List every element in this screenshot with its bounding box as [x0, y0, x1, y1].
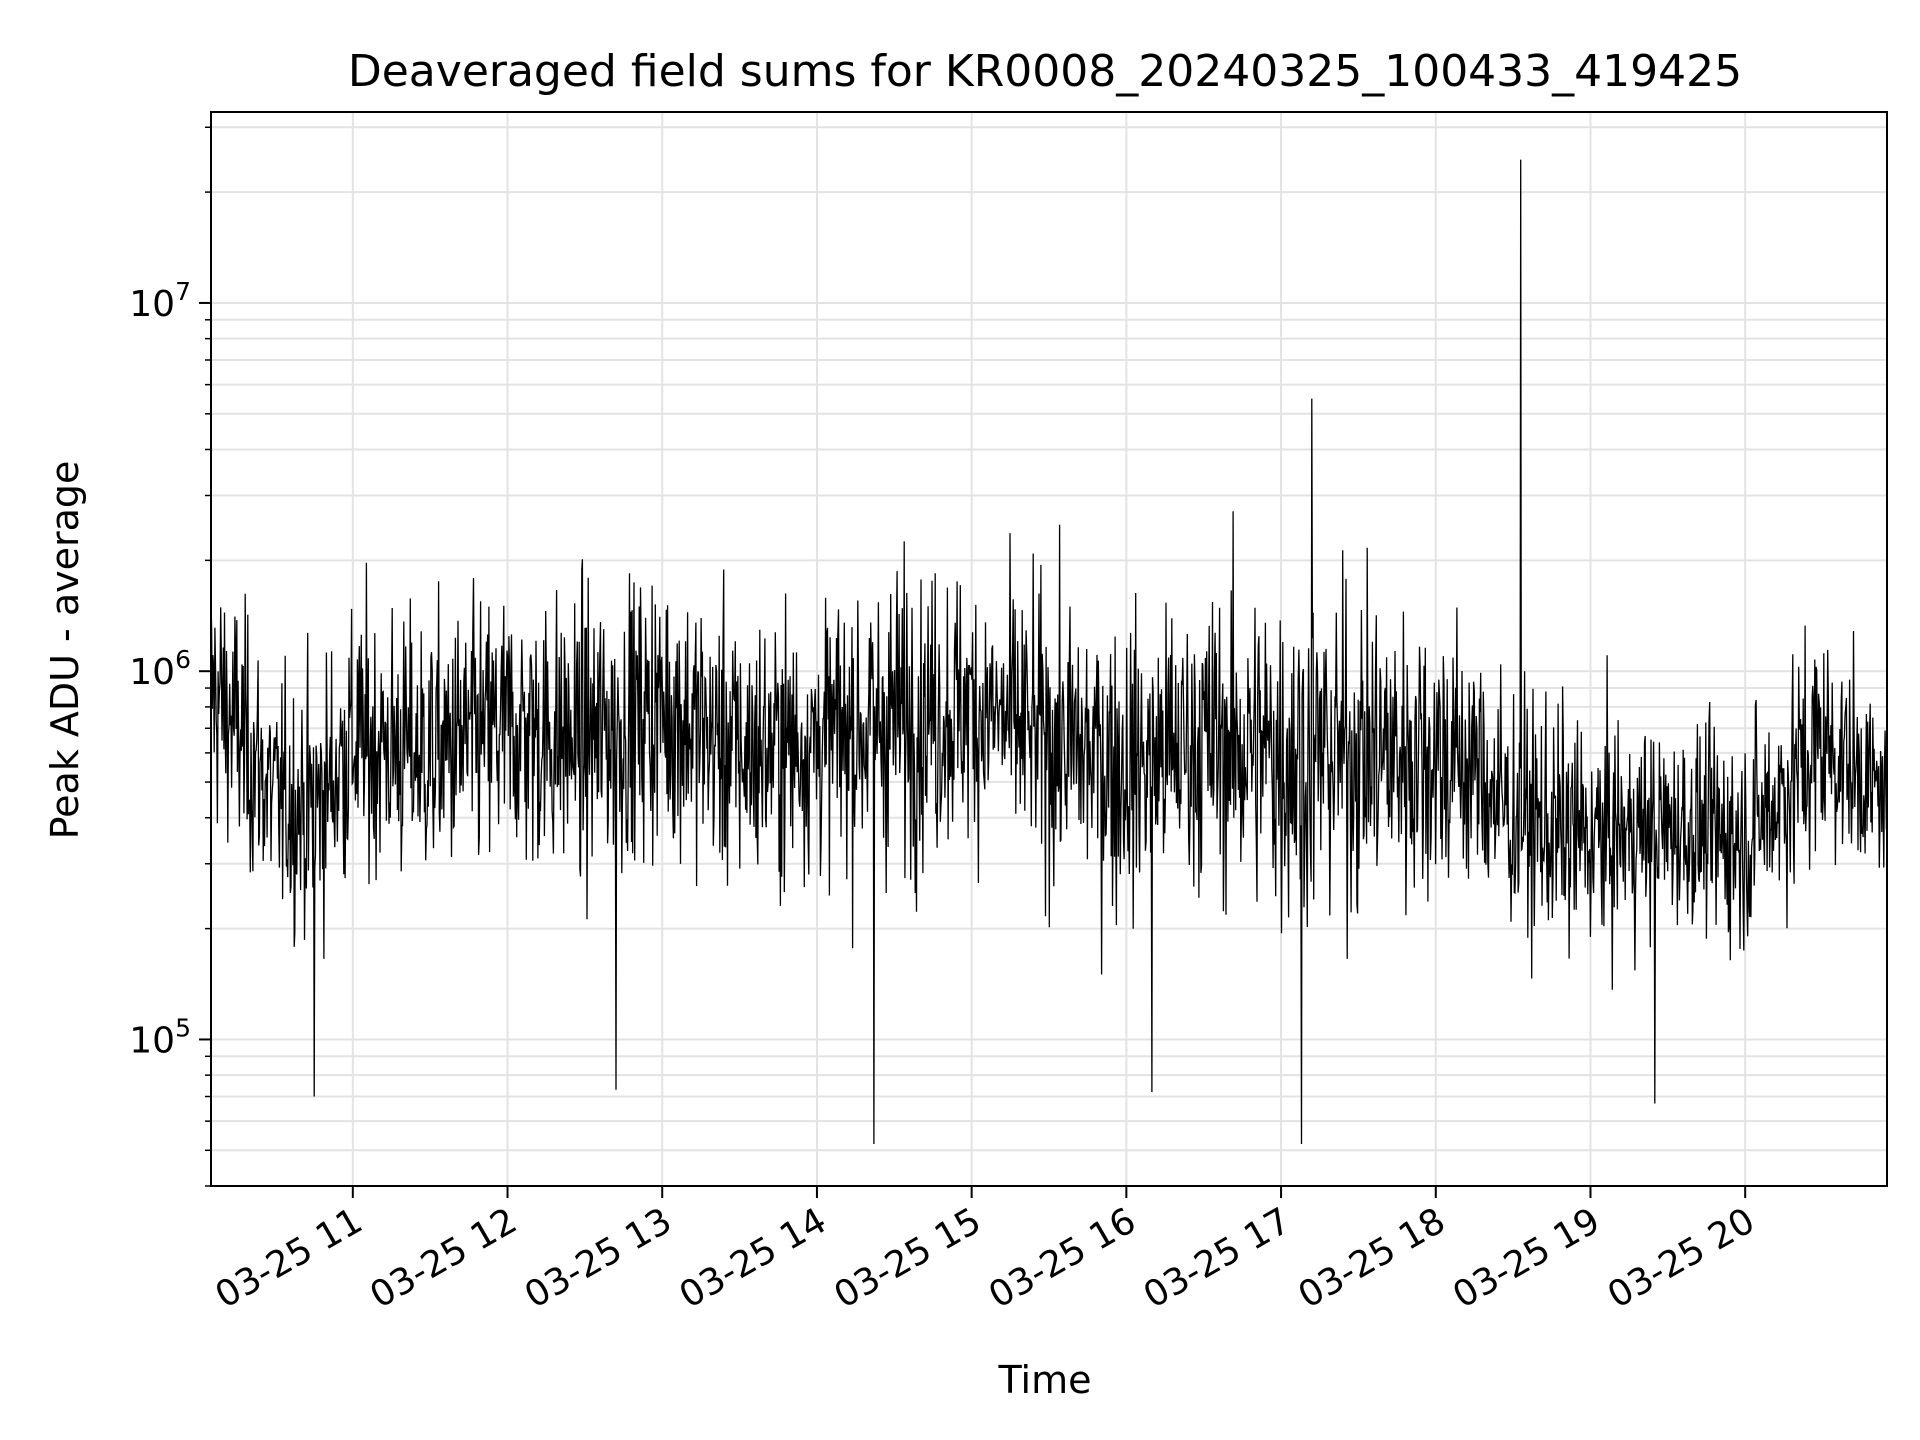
y-ticks: 105 106 107 — [129, 126, 211, 1187]
series-group — [210, 159, 1888, 1145]
series-line — [210, 159, 1888, 1145]
plot-frame — [210, 111, 1888, 1187]
y-tick-label: 106 — [129, 645, 191, 693]
y-tick-label: 105 — [129, 1013, 191, 1061]
chart-title: Deaveraged field sums for KR0008_2024032… — [348, 46, 1742, 97]
x-axis-label: Time — [998, 1358, 1092, 1402]
y-axis-label: Peak ADU - average — [43, 461, 87, 840]
y-tick-label: 107 — [129, 277, 191, 325]
